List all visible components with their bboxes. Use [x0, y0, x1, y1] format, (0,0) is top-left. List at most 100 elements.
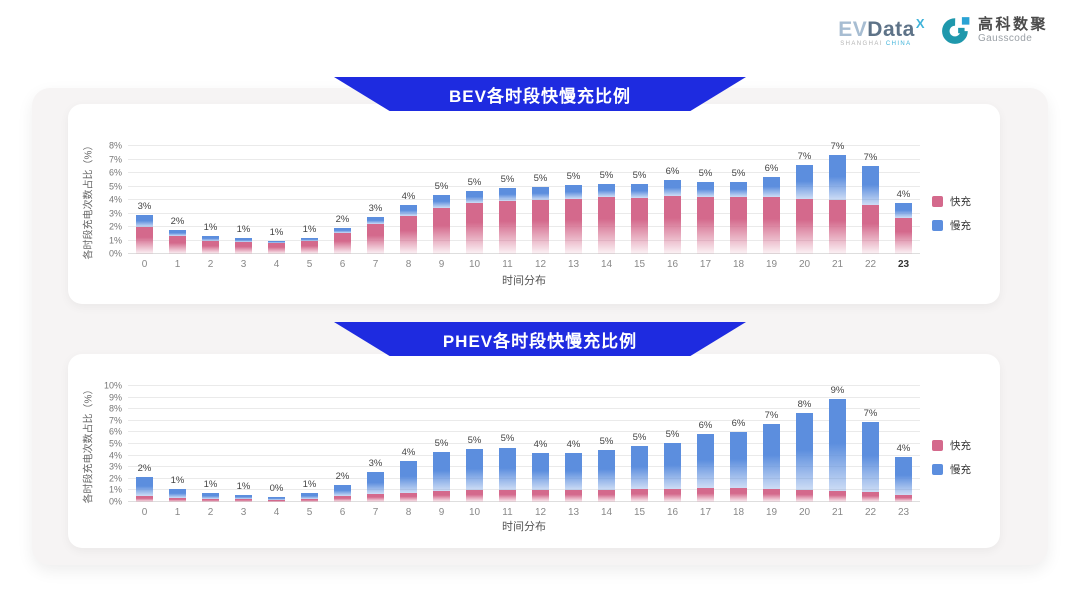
bar-value-label: 4% [401, 191, 416, 203]
gridline [128, 454, 920, 456]
bar-hour-12 [531, 386, 549, 502]
bar-hour-0 [135, 146, 153, 254]
bar-value-label: 5% [599, 435, 614, 447]
bar-hour-8 [400, 146, 417, 254]
bar-hour-16 [664, 146, 681, 254]
bar-value-label: 7% [830, 141, 845, 153]
evdata-suffix: Data [867, 18, 915, 41]
bar-segment-slow [135, 214, 153, 227]
x-tick-label: 17 [699, 507, 712, 518]
gausscode-logo: 高科数聚 Gausscode [941, 12, 1048, 45]
bar-hour-20 [795, 146, 813, 254]
x-tick-label: 2 [207, 259, 214, 270]
x-tick-label: 22 [864, 507, 877, 518]
bar-segment-slow [664, 442, 681, 490]
x-tick-label: 16 [666, 507, 679, 518]
bar-hour-3 [234, 146, 252, 254]
x-tick-label: 7 [372, 259, 379, 270]
bar-value-label: 2% [170, 216, 185, 228]
bar-hour-8 [400, 386, 417, 502]
bar-segment-fast [730, 197, 747, 254]
bar-segment-fast [169, 497, 186, 502]
bar-segment-fast [268, 243, 285, 254]
bar-hour-19 [763, 386, 780, 502]
evdata-wordmark: EVDataX [838, 12, 925, 41]
bar-hour-2 [202, 386, 219, 502]
legend-swatch [932, 196, 943, 207]
legend-item-slow-charge[interactable]: 慢充 [932, 462, 971, 477]
bar-hour-11 [499, 146, 516, 254]
x-tick-label: 9 [438, 259, 445, 270]
bar-hour-9 [432, 146, 450, 254]
legend-swatch [932, 464, 943, 475]
gridline [128, 226, 920, 227]
legend-label: 慢充 [950, 220, 971, 232]
bar-hour-2 [202, 146, 219, 254]
bar-hour-10 [466, 386, 483, 502]
bar-segment-fast [531, 200, 549, 254]
bar-segment-fast [565, 198, 582, 254]
bar-segment-slow [234, 238, 252, 242]
bar-segment-fast [795, 489, 813, 502]
bar-segment-slow [565, 452, 582, 491]
x-tick-label: 15 [633, 259, 646, 270]
bar-segment-slow [696, 182, 714, 198]
x-tick-label: 2 [207, 507, 214, 518]
bar-segment-slow [499, 187, 516, 201]
bar-segment-slow [763, 177, 780, 198]
bar-value-label: 7% [863, 407, 878, 419]
bar-hour-11 [499, 386, 516, 502]
gausscode-english-name: Gausscode [977, 33, 1033, 44]
bar-segment-slow [862, 421, 879, 493]
y-tick-label: 3% [108, 461, 122, 472]
bar-segment-fast [334, 495, 351, 502]
x-tick-label: 19 [765, 259, 778, 270]
bar-value-label: 4% [533, 439, 548, 451]
bar-value-label: 1% [236, 481, 251, 493]
bar-value-label: 5% [467, 435, 482, 447]
x-tick-label: 8 [405, 259, 412, 270]
bar-segment-fast [499, 489, 516, 502]
bev-x-axis-title: 时间分布 [502, 275, 546, 287]
x-tick-label: 3 [240, 507, 247, 518]
x-tick-label: 7 [372, 507, 379, 518]
bar-segment-fast [696, 488, 714, 502]
bar-value-label: 5% [467, 176, 482, 188]
bar-hour-22 [862, 146, 879, 254]
legend-swatch [932, 220, 943, 231]
gridline [128, 212, 920, 214]
bar-segment-fast [829, 200, 846, 254]
bar-segment-fast [763, 488, 780, 502]
gridline [128, 253, 920, 254]
bar-segment-slow [763, 424, 780, 489]
legend-label: 快充 [950, 440, 971, 452]
bar-value-label: 6% [731, 418, 746, 430]
bev-chart-title: BEV各时段快慢充比例 [449, 86, 631, 106]
x-tick-label: 4 [273, 507, 280, 518]
gridline [128, 489, 920, 491]
bar-segment-slow [631, 446, 648, 490]
bar-segment-slow [202, 493, 219, 499]
y-tick-label: 2% [108, 473, 122, 484]
bar-hour-1 [169, 146, 186, 254]
legend-item-fast-charge[interactable]: 快充 [932, 194, 971, 209]
y-tick-label: 10% [103, 380, 122, 391]
legend-item-fast-charge[interactable]: 快充 [932, 438, 971, 453]
bar-hour-23 [894, 146, 912, 254]
legend-item-slow-charge[interactable]: 慢充 [932, 218, 971, 233]
bar-hour-5 [300, 386, 318, 502]
bar-hour-4 [268, 146, 285, 254]
bar-segment-fast [598, 197, 615, 254]
bar-value-label: 3% [368, 457, 383, 469]
bar-segment-slow [531, 186, 549, 200]
bar-segment-slow [894, 202, 912, 218]
bar-value-label: 7% [797, 150, 812, 162]
bar-hour-1 [169, 386, 186, 502]
bar-segment-fast [664, 489, 681, 502]
x-tick-label: 20 [798, 259, 811, 270]
bar-hour-5 [300, 146, 318, 254]
y-tick-label: 4% [108, 450, 122, 461]
bar-segment-fast [202, 498, 219, 502]
gridline [128, 419, 920, 421]
bar-hour-0 [135, 386, 153, 502]
